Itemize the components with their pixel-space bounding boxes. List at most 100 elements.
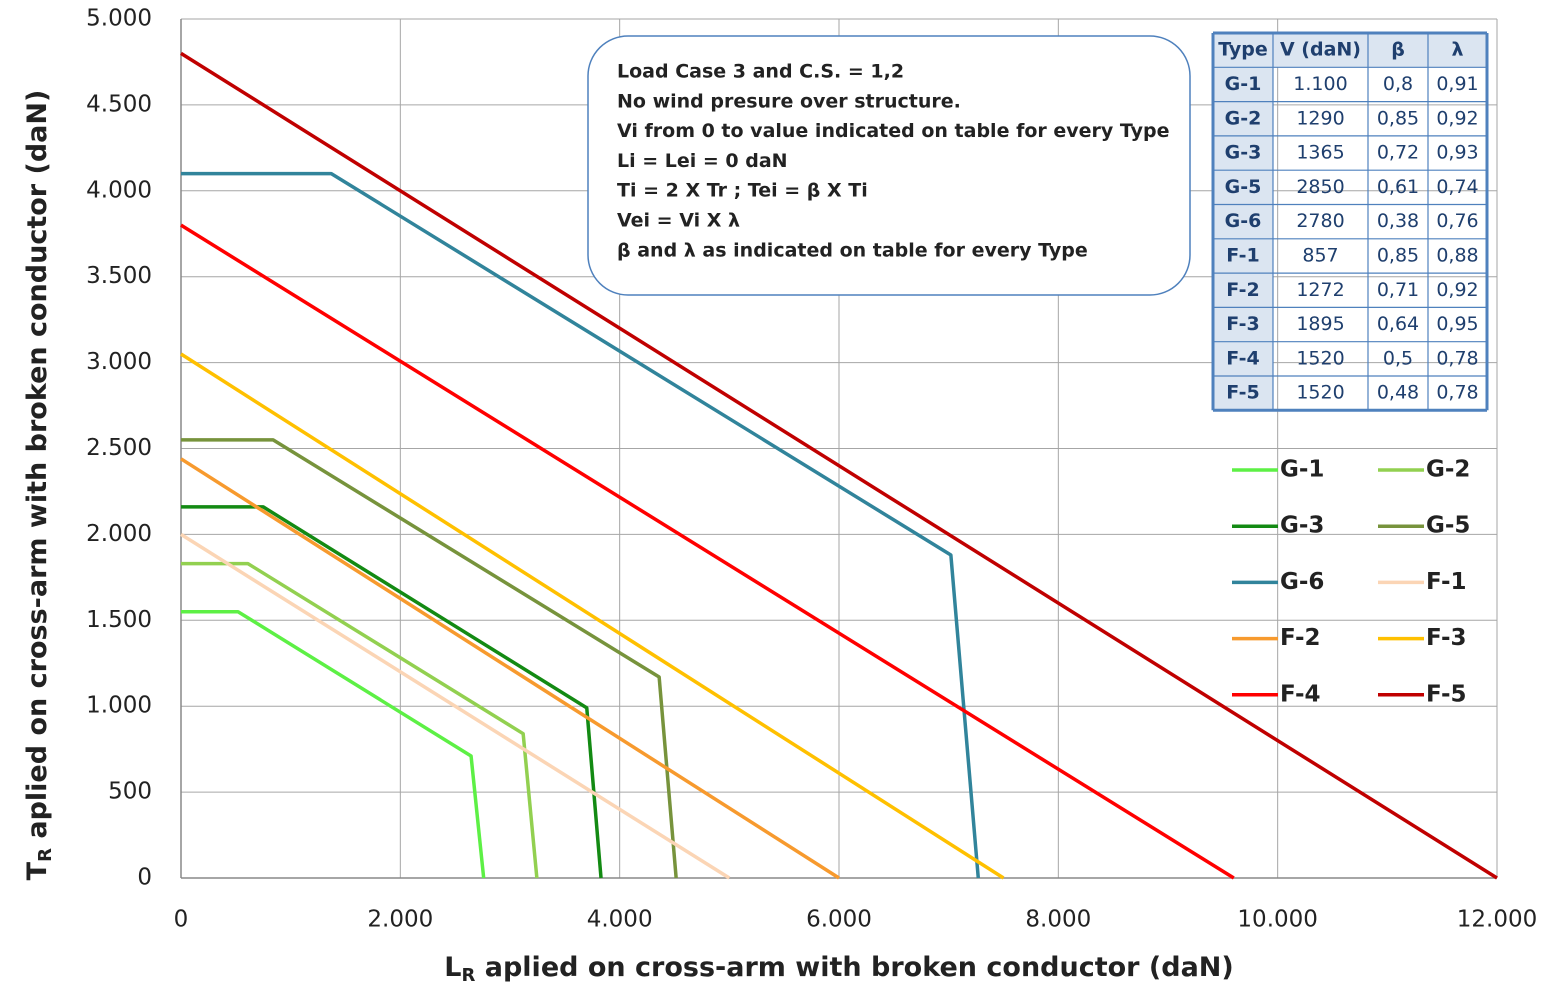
table-type-cell-bg	[1213, 101, 1273, 136]
table-cell: 1272	[1296, 279, 1344, 301]
table-cell: 0,93	[1436, 142, 1478, 164]
table-cell: 0,92	[1436, 107, 1478, 129]
y-tick-label: 1.000	[86, 693, 152, 719]
axis-title-rest: aplied on cross-arm with broken conducto…	[22, 90, 53, 848]
table-cell: 0,72	[1377, 142, 1419, 164]
table-cell: F-5	[1226, 382, 1260, 404]
series-line	[181, 609, 486, 879]
table-cell: 0,78	[1436, 382, 1478, 404]
table-cell: 0,8	[1383, 73, 1413, 95]
series-line	[181, 561, 539, 879]
table-cell: 857	[1302, 244, 1338, 266]
annotation-line: Ti = 2 X Tr ; Tei = β X Ti	[617, 180, 868, 202]
table-cell: G-5	[1225, 176, 1262, 198]
annotation-box	[587, 35, 1191, 296]
legend-label: G-1	[1280, 457, 1324, 483]
axis-title-rest: aplied on cross-arm with broken conducto…	[475, 952, 1233, 983]
y-tick-label: 2.500	[86, 435, 152, 461]
table-cell: F-1	[1226, 244, 1260, 266]
table-type-cell-bg	[1213, 135, 1273, 171]
x-tick-label: 0	[174, 907, 189, 933]
legend-label: G-5	[1426, 513, 1470, 539]
table-type-cell-bg	[1213, 238, 1273, 274]
series-line	[181, 438, 678, 879]
table-cell: 0,88	[1436, 244, 1478, 266]
table-cell: β	[1391, 39, 1405, 61]
legend-label: F-1	[1426, 569, 1467, 595]
table-cell: F-3	[1226, 313, 1260, 335]
legend-label: F-3	[1426, 625, 1467, 651]
table-cell: G-1	[1225, 73, 1262, 95]
table-cell: 2780	[1296, 210, 1344, 232]
table-cell: 0,91	[1436, 73, 1478, 95]
annotation-line: Li = Lei = 0 daN	[617, 150, 788, 172]
series-line	[180, 532, 731, 880]
x-axis-title: LR aplied on cross-arm with broken condu…	[444, 952, 1233, 987]
table-type-cell-bg	[1213, 273, 1273, 308]
table-cell: 0,71	[1377, 279, 1419, 301]
legend-label: G-3	[1280, 513, 1324, 539]
table-type-cell-bg	[1213, 307, 1273, 342]
series-line	[181, 171, 981, 879]
y-tick-label: 0	[137, 865, 152, 891]
y-tick-label: 5.000	[86, 6, 152, 32]
series-line	[180, 352, 1005, 880]
table-cell: G-6	[1225, 210, 1262, 232]
axis-title-main: T	[22, 861, 53, 880]
table-cell: 1365	[1296, 142, 1344, 164]
axis-title-sub: R	[461, 965, 475, 986]
table-cell: 0,95	[1436, 313, 1478, 335]
series-line	[180, 457, 840, 880]
series-line	[180, 223, 1235, 880]
table-cell: 0,85	[1377, 107, 1419, 129]
table-cell: Type	[1218, 39, 1268, 61]
y-tick-label: 1.500	[86, 607, 152, 633]
y-tick-label: 3.500	[86, 263, 152, 289]
table-cell: V (daN)	[1280, 39, 1361, 61]
annotation-line: Vi from 0 to value indicated on table fo…	[617, 120, 1169, 142]
annotation-line: No wind presure over structure.	[617, 90, 961, 112]
annotation-line: Vei = Vi X λ	[617, 210, 740, 232]
table-type-cell-bg	[1213, 170, 1273, 205]
table-cell: 0,38	[1377, 210, 1419, 232]
x-tick-label: 4.000	[587, 907, 653, 933]
table-cell: F-4	[1226, 347, 1260, 369]
table-cell: G-3	[1225, 142, 1262, 164]
y-tick-label: 4.000	[86, 177, 152, 203]
legend-label: F-2	[1280, 625, 1321, 651]
legend-label: G-2	[1426, 457, 1470, 483]
table-cell: 1520	[1296, 347, 1344, 369]
table-cell: 0,74	[1436, 176, 1478, 198]
table-cell: 0,61	[1377, 176, 1419, 198]
y-tick-label: 3.000	[86, 349, 152, 375]
series-line	[180, 51, 1498, 880]
x-tick-label: 8.000	[1025, 907, 1091, 933]
x-tick-label: 6.000	[806, 907, 872, 933]
legend-label: F-4	[1280, 681, 1321, 707]
table-cell: 1.100	[1293, 73, 1347, 95]
legend-label: G-6	[1280, 569, 1324, 595]
table-cell: 0,76	[1436, 210, 1478, 232]
annotation-line: Load Case 3 and C.S. = 1,2	[617, 61, 904, 83]
x-tick-label: 10.000	[1237, 907, 1317, 933]
annotation-line: β and λ as indicated on table for every …	[617, 239, 1088, 261]
y-tick-label: 2.000	[86, 521, 152, 547]
table-cell: 1290	[1296, 107, 1344, 129]
x-tick-label: 12.000	[1457, 907, 1537, 933]
table-type-cell-bg	[1213, 204, 1273, 239]
table-type-cell-bg	[1213, 341, 1273, 376]
table-type-cell-bg	[1213, 376, 1273, 411]
table-header-bg	[1213, 33, 1487, 68]
table-cell: G-2	[1225, 107, 1262, 129]
table-cell: 0,5	[1383, 347, 1413, 369]
table-cell: 0,48	[1377, 382, 1419, 404]
legend-label: F-5	[1426, 681, 1467, 707]
table-cell: 0,64	[1377, 313, 1419, 335]
table-cell: 0,92	[1436, 279, 1478, 301]
axis-title-main: L	[444, 952, 461, 983]
table-cell: F-2	[1226, 279, 1260, 301]
table-cell: 1895	[1296, 313, 1344, 335]
table-cell: 2850	[1296, 176, 1344, 198]
x-tick-label: 2.000	[367, 907, 433, 933]
